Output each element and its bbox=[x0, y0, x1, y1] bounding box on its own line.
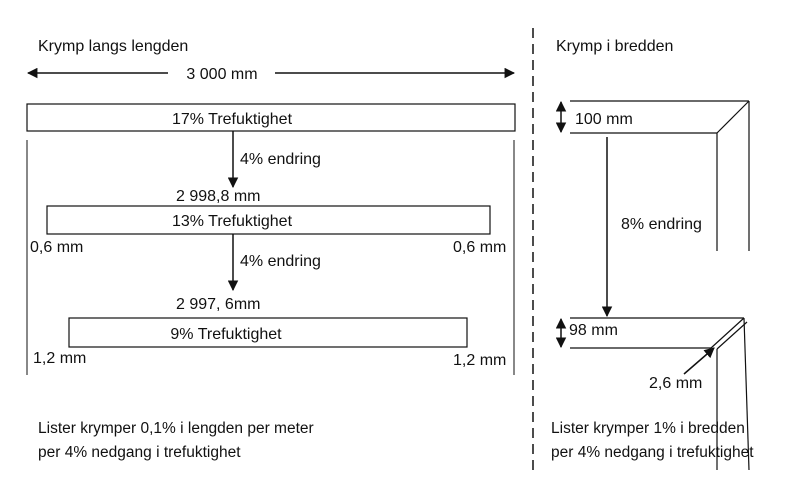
length-label-2: 2 997, 6mm bbox=[176, 296, 260, 313]
board-13 bbox=[46, 205, 491, 235]
board-17 bbox=[26, 103, 516, 132]
right-note-line2: per 4% nedgang i trefuktighet bbox=[551, 444, 754, 461]
gap-9-left: 1,2 mm bbox=[33, 350, 86, 367]
left-note-line1: Lister krymper 0,1% i lengden per meter bbox=[38, 420, 314, 437]
right-note-line1: Lister krymper 1% i bredden bbox=[551, 420, 745, 437]
left-note-line2: per 4% nedgang i trefuktighet bbox=[38, 444, 241, 461]
change-label-2: 4% endring bbox=[240, 253, 321, 270]
gap-13-left: 0,6 mm bbox=[30, 239, 83, 256]
corner-gap-label: 2,6 mm bbox=[649, 375, 702, 392]
board-17-label: 17% Trefuktighet bbox=[172, 111, 293, 128]
profile-after bbox=[570, 317, 750, 471]
profile-before bbox=[570, 100, 750, 251]
right-title: Krymp i bredden bbox=[556, 38, 673, 55]
board-13-label: 13% Trefuktighet bbox=[172, 213, 293, 230]
gap-13-right: 0,6 mm bbox=[453, 239, 506, 256]
change-label-1: 4% endring bbox=[240, 151, 321, 168]
width-before-label: 100 mm bbox=[575, 111, 633, 128]
board-9-label: 9% Trefuktighet bbox=[170, 326, 282, 343]
left-title: Krymp langs lengden bbox=[38, 38, 188, 55]
width-change-label: 8% endring bbox=[621, 216, 702, 233]
gap-9-right: 1,2 mm bbox=[453, 352, 506, 369]
length-label-1: 2 998,8 mm bbox=[176, 188, 260, 205]
corner-gap-arrow bbox=[683, 347, 715, 375]
width-after-label: 98 mm bbox=[569, 322, 618, 339]
total-length-label: 3 000 mm bbox=[186, 66, 257, 83]
board-9 bbox=[68, 317, 468, 348]
